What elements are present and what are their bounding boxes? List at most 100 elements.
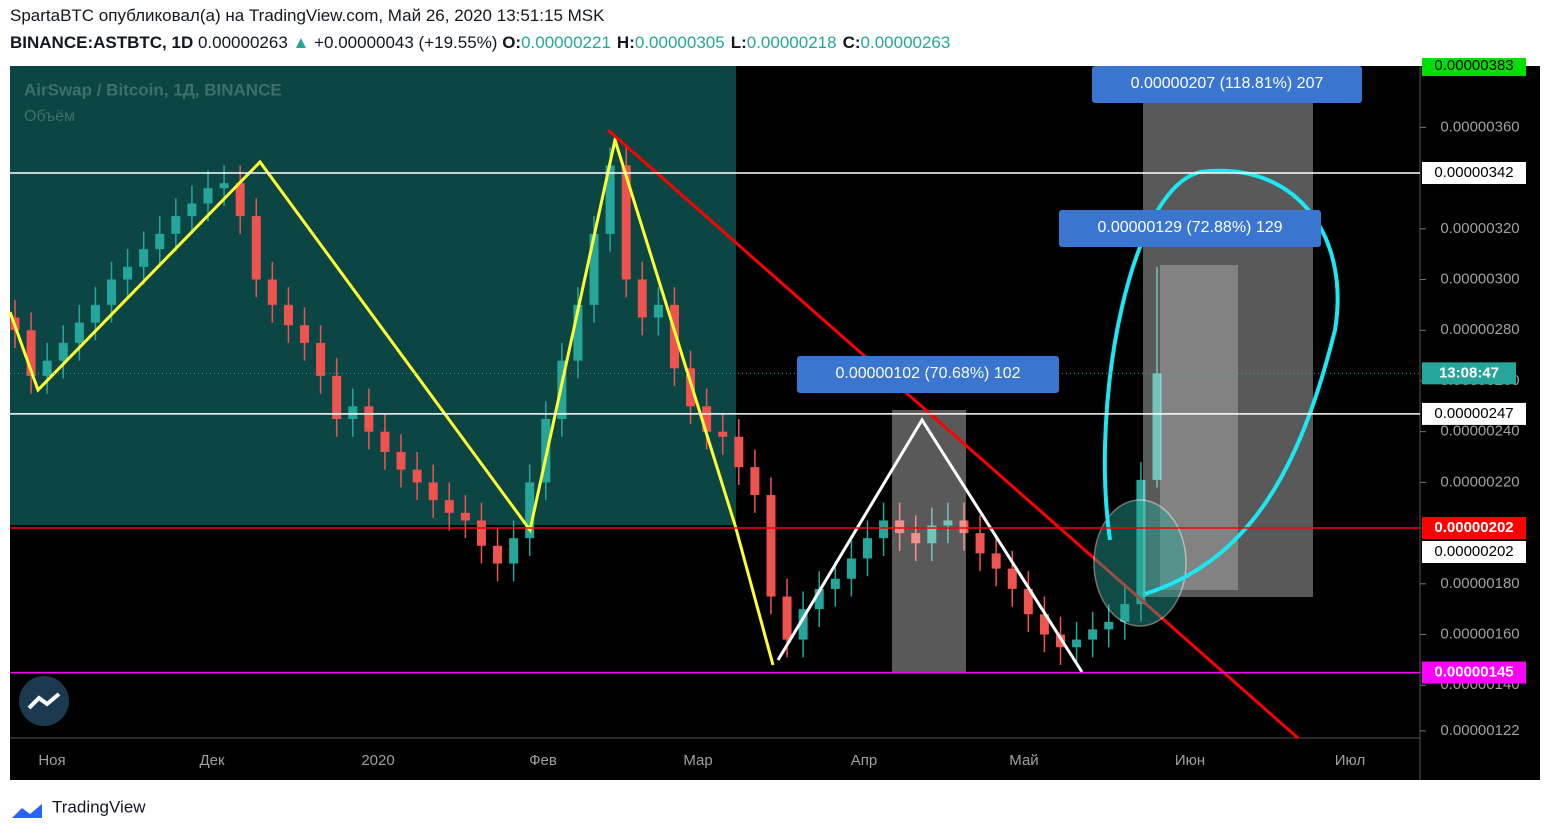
candle-body [573,304,583,361]
x-tick-label: Июл [1335,752,1365,769]
brand-icon [12,804,42,818]
candle-body [525,482,535,539]
y-tick-label: 0.00000280 [1440,321,1519,338]
candle-body [412,469,422,483]
measure-label-bg [797,356,1059,393]
candle-body [300,325,310,343]
brand: TradingView [52,797,146,816]
ohlc-value: 0.00000221 [521,33,611,52]
measure-box [1143,100,1313,597]
level-tag [1422,162,1526,185]
ohlc-key: H: [616,33,635,52]
candle-body [283,304,293,326]
level-tag-label: 0.00000145 [1434,664,1513,681]
candle-body [107,279,117,305]
change: +0.00000043 (+19.55%) [314,33,498,52]
candle-body [879,520,889,539]
candle-body [123,266,133,280]
candle-body [750,467,760,496]
zone [10,66,736,525]
ohlc-value: 0.00000218 [746,33,837,52]
candle-body [1007,568,1017,589]
ohlc: O:0.00000221 H:0.00000305 L:0.00000218 C:0.… [502,33,956,52]
candle-body [460,512,470,521]
measure-label: 0.00000207 (118.81%) 207 [1131,75,1324,92]
candle-body [943,520,953,526]
level-tag-label: 0.00000202 [1434,519,1513,536]
candle-body [155,233,165,250]
candle-body [1120,604,1130,622]
measure-label-bg [1092,66,1362,103]
trend-line [607,128,1299,740]
candle-body [251,216,261,280]
candle-body [766,495,776,597]
candle-body [74,322,84,343]
x-tick-label: 2020 [361,752,394,769]
candle-body [396,451,406,470]
ohlc-key: L: [730,33,747,52]
candle-body [1023,588,1033,615]
candle-body [959,520,969,534]
candle-body [589,233,599,305]
x-tick-label: Июн [1175,752,1205,769]
candle-body [1136,479,1146,605]
candle-body [171,216,181,234]
y-tick-label: 0.00000180 [1440,575,1519,592]
candle-body [1072,639,1082,648]
countdown: 13:08:47 [1439,364,1499,381]
x-tick-label: Май [1009,752,1038,769]
level-tag [1422,661,1526,684]
y-tick-label: 0.00000360 [1440,118,1519,135]
highlight [1093,499,1187,627]
candle-body [734,436,744,468]
level-tag-label: 0.00000247 [1434,405,1513,422]
candle-body [235,183,245,217]
price-tag [1422,541,1526,563]
candle-body [509,538,519,564]
y-tick-label: 0.00000220 [1440,473,1519,490]
chart-title: AirSwap / Bitcoin, 1Д, BINANCE [24,80,282,99]
symbol-line: BINANCE:ASTBTC, 1D 0.00000263 ▲ +0.00000… [10,33,956,53]
candle-body [653,304,663,318]
ohlc-key: O: [502,33,522,52]
y-tick-label: 0.00000240 [1440,423,1519,440]
candle-body [187,203,197,217]
candle-body [493,545,503,564]
ohlc-value: 0.00000305 [634,33,725,52]
candle-body [1104,621,1114,630]
freehand-loop [1102,168,1340,596]
candle-body [669,304,679,369]
candle-body [26,330,36,376]
candle-body [798,609,808,640]
chart-subtitle: Объём [24,108,75,125]
candle-body [927,525,937,544]
arrow: ▲ [292,33,310,52]
x-tick-label: Апр [851,752,877,769]
measure-label: 0.00000129 (72.88%) 129 [1097,219,1282,236]
candle-body [444,500,454,513]
measure-label: 0.00000102 (70.68%) 102 [835,365,1020,382]
candle-body [348,406,358,419]
measure-label-bg [1059,210,1321,247]
candle-body [428,482,438,501]
candle-body [718,431,728,437]
ohlc-value: 0.00000263 [860,33,951,52]
level-tag-label: 0.00000342 [1434,164,1513,181]
candle-body [476,520,486,546]
price-tag-label: 0.00000202 [1434,543,1513,560]
candle-body [605,165,615,234]
candle-body [267,279,277,305]
candle-body [332,375,342,419]
candle-body [637,279,647,318]
candle-body [90,304,100,323]
candle-body [782,596,792,640]
level-tag [1422,517,1526,540]
pattern-yellow [8,134,775,666]
candle-body [991,553,1001,569]
x-tick-label: Мар [683,752,712,769]
candle-body [862,538,872,559]
candle-body [911,533,921,544]
byline: SpartaBTC опубликовал(а) на TradingView.… [10,6,605,25]
y-tick-label: 0.00000300 [1440,270,1519,287]
